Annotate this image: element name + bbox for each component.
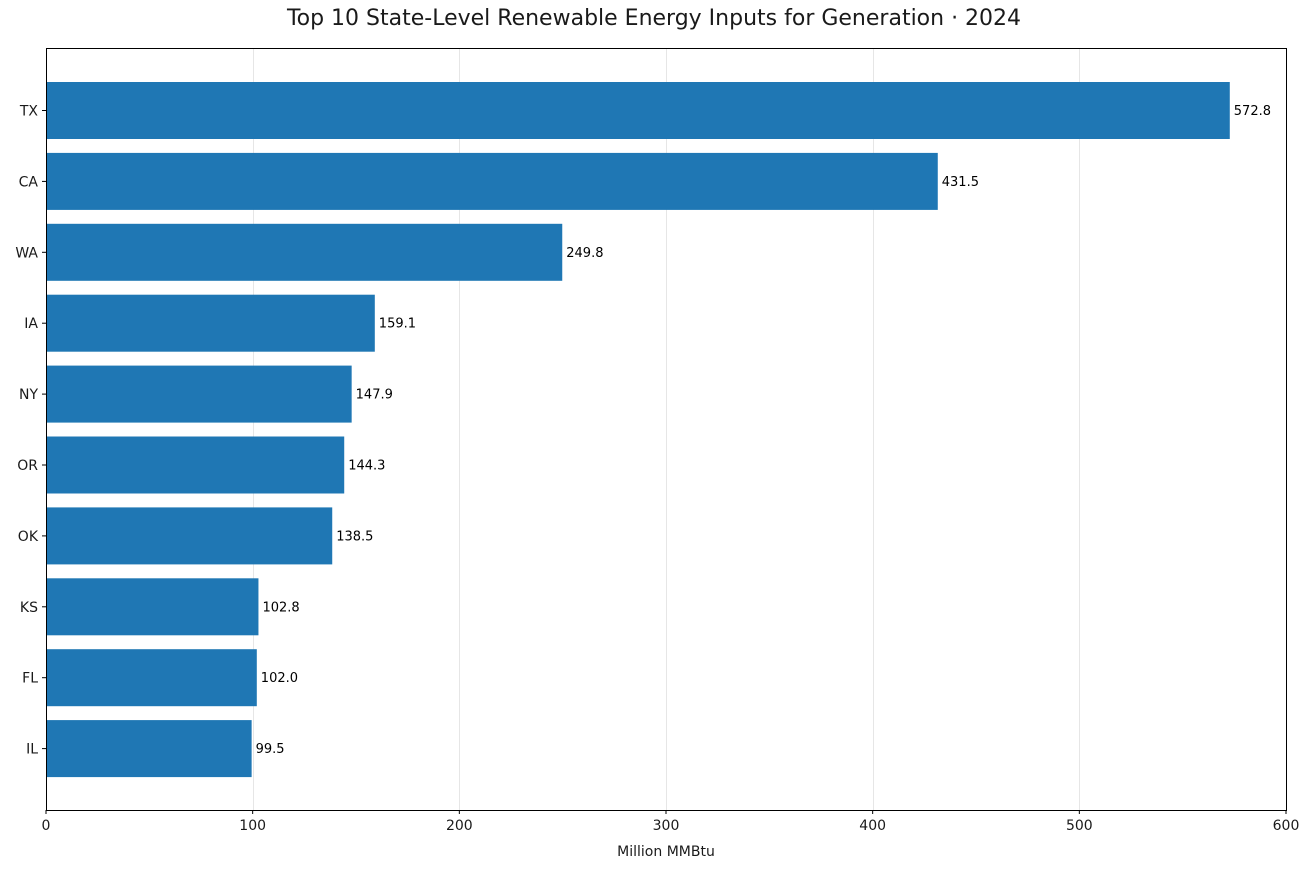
x-tick-label: 500 xyxy=(1066,818,1093,834)
x-tick-label: 600 xyxy=(1273,818,1300,834)
bar-or xyxy=(46,436,345,494)
value-label-ia: 159.1 xyxy=(379,317,416,332)
bar-ks xyxy=(46,578,259,636)
value-label-ca: 431.5 xyxy=(942,175,979,190)
bar-ca xyxy=(46,152,938,210)
x-tick-label: 100 xyxy=(239,818,266,834)
y-tick-label-ok: OK xyxy=(18,529,39,545)
y-tick-label-fl: FL xyxy=(22,671,38,687)
bar-il xyxy=(46,720,252,778)
value-label-tx: 572.8 xyxy=(1234,104,1271,119)
value-label-or: 144.3 xyxy=(348,459,385,474)
chart-title: Top 10 State-Level Renewable Energy Inpu… xyxy=(286,6,1022,31)
bar-ok xyxy=(46,507,333,565)
y-tick-label-ia: IA xyxy=(24,316,38,332)
bar-ny xyxy=(46,365,352,423)
value-label-ks: 102.8 xyxy=(262,600,299,615)
bar-fl xyxy=(46,649,257,707)
x-axis: 0 100 200 300 400 500 600 xyxy=(42,810,1300,834)
x-tick-label: 0 xyxy=(42,818,51,834)
bar-tx xyxy=(46,82,1230,139)
value-label-wa: 249.8 xyxy=(566,246,603,261)
x-tick-label: 300 xyxy=(653,818,680,834)
value-label-ok: 138.5 xyxy=(336,529,373,544)
bar-ia xyxy=(46,294,375,352)
bar-layer xyxy=(46,82,1230,778)
y-tick-label-ny: NY xyxy=(19,387,38,403)
y-tick-label-ca: CA xyxy=(19,174,39,190)
y-tick-label-or: OR xyxy=(17,458,38,474)
x-tick-label: 200 xyxy=(446,818,473,834)
x-axis-title: Million MMBtu xyxy=(617,844,715,860)
x-tick-label: 400 xyxy=(859,818,886,834)
value-label-ny: 147.9 xyxy=(356,388,393,403)
value-label-layer: 572.8 431.5 249.8 159.1 147.9 144.3 138.5 102.8… xyxy=(256,104,1271,757)
bar-wa xyxy=(46,223,563,281)
y-tick-label-wa: WA xyxy=(15,245,38,261)
value-label-il: 99.5 xyxy=(256,742,285,757)
value-label-fl: 102.0 xyxy=(261,671,298,686)
y-axis: TX CA WA IA NY OR OK KS FL IL xyxy=(15,104,46,758)
y-tick-label-tx: TX xyxy=(19,104,39,120)
y-tick-label-il: IL xyxy=(26,742,38,758)
y-tick-label-ks: KS xyxy=(20,600,38,616)
